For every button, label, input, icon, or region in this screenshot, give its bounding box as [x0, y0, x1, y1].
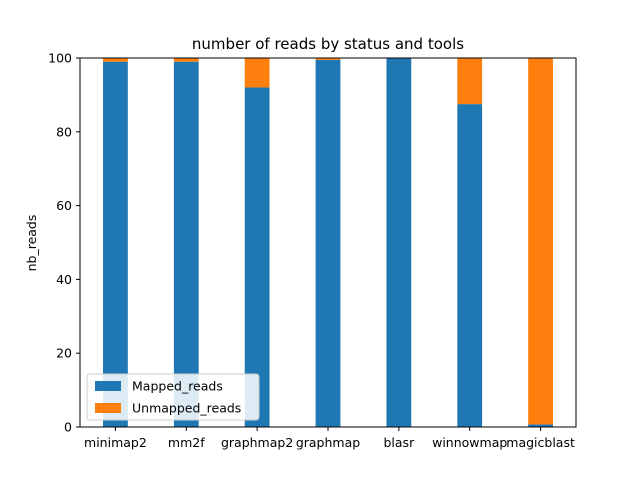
- legend-box: [86, 373, 260, 421]
- bar-unmapped-reads-winnowmap: [457, 58, 483, 105]
- legend-label-unmapped-reads: Unmapped_reads: [132, 401, 241, 416]
- bar-unmapped-reads-mm2f: [173, 58, 199, 62]
- bars-layer: [103, 58, 553, 428]
- bar-mapped-reads-mm2f: [173, 61, 199, 427]
- bar-unmapped-reads-graphmap: [315, 58, 341, 60]
- y-tick-label: 0: [64, 420, 72, 435]
- x-tick-label-minimap2: minimap2: [84, 435, 147, 450]
- bar-mapped-reads-winnowmap: [457, 104, 483, 428]
- x-tick-label-winnowmap: winnowmap: [432, 435, 507, 450]
- bar-unmapped-reads-magicblast: [528, 58, 553, 425]
- bar-mapped-reads-minimap2: [103, 61, 128, 427]
- legend-swatch-unmapped-reads: [95, 403, 121, 413]
- bar-unmapped-reads-graphmap2: [244, 58, 270, 88]
- bar-unmapped-reads-minimap2: [103, 58, 128, 62]
- x-tick-label-magicblast: magicblast: [506, 435, 575, 450]
- y-axis-label: nb_reads: [24, 215, 39, 272]
- bar-mapped-reads-blasr: [386, 58, 412, 427]
- x-tick-label-graphmap: graphmap: [296, 435, 360, 450]
- bar-mapped-reads-magicblast: [528, 424, 553, 427]
- y-tick-label: 20: [56, 346, 72, 361]
- x-tick-label-graphmap2: graphmap2: [221, 435, 293, 450]
- bar-mapped-reads-graphmap2: [244, 87, 270, 428]
- bar-mapped-reads-graphmap: [315, 59, 341, 427]
- chart-title: number of reads by status and tools: [192, 35, 464, 53]
- legend-swatch-mapped-reads: [95, 381, 121, 391]
- y-tick-label: 60: [56, 198, 72, 213]
- y-tick-label: 100: [48, 51, 72, 66]
- y-tick-label: 40: [56, 272, 72, 287]
- x-axis: minimap2 mm2f graphmap2 graphmap blasr winnow…: [84, 427, 575, 450]
- x-tick-label-blasr: blasr: [383, 435, 415, 450]
- legend: Mapped_reads Unmapped_reads: [86, 373, 260, 421]
- y-tick-label: 80: [56, 124, 72, 139]
- x-tick-label-mm2f: mm2f: [168, 435, 205, 450]
- y-axis: 0 20 40 60 80 100: [48, 51, 80, 435]
- legend-label-mapped-reads: Mapped_reads: [132, 379, 223, 394]
